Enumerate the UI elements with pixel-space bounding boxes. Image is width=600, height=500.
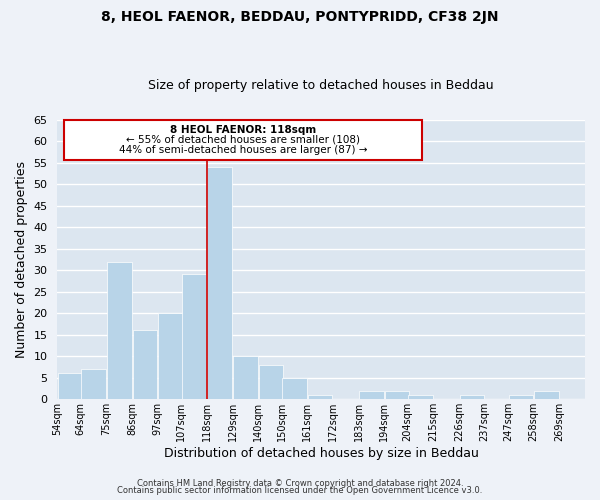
Bar [460, 395, 484, 400]
FancyBboxPatch shape [64, 120, 422, 160]
Bar [408, 395, 433, 400]
Bar [308, 395, 332, 400]
Bar [233, 356, 257, 400]
Title: Size of property relative to detached houses in Beddau: Size of property relative to detached ho… [148, 79, 494, 92]
Text: 8 HEOL FAENOR: 118sqm: 8 HEOL FAENOR: 118sqm [170, 124, 316, 134]
Bar [208, 167, 232, 400]
Bar [385, 390, 409, 400]
Text: 44% of semi-detached houses are larger (87) →: 44% of semi-detached houses are larger (… [119, 146, 367, 156]
Bar [58, 374, 82, 400]
Text: Contains HM Land Registry data © Crown copyright and database right 2024.: Contains HM Land Registry data © Crown c… [137, 478, 463, 488]
Bar [282, 378, 307, 400]
Bar [82, 369, 106, 400]
Text: 8, HEOL FAENOR, BEDDAU, PONTYPRIDD, CF38 2JN: 8, HEOL FAENOR, BEDDAU, PONTYPRIDD, CF38… [101, 10, 499, 24]
Text: Contains public sector information licensed under the Open Government Licence v3: Contains public sector information licen… [118, 486, 482, 495]
Y-axis label: Number of detached properties: Number of detached properties [15, 161, 28, 358]
Bar [509, 395, 533, 400]
Bar [359, 390, 383, 400]
X-axis label: Distribution of detached houses by size in Beddau: Distribution of detached houses by size … [164, 447, 479, 460]
Bar [182, 274, 206, 400]
Bar [259, 365, 283, 400]
Bar [107, 262, 131, 400]
Text: ← 55% of detached houses are smaller (108): ← 55% of detached houses are smaller (10… [126, 134, 360, 144]
Bar [534, 390, 559, 400]
Bar [133, 330, 157, 400]
Bar [158, 313, 183, 400]
